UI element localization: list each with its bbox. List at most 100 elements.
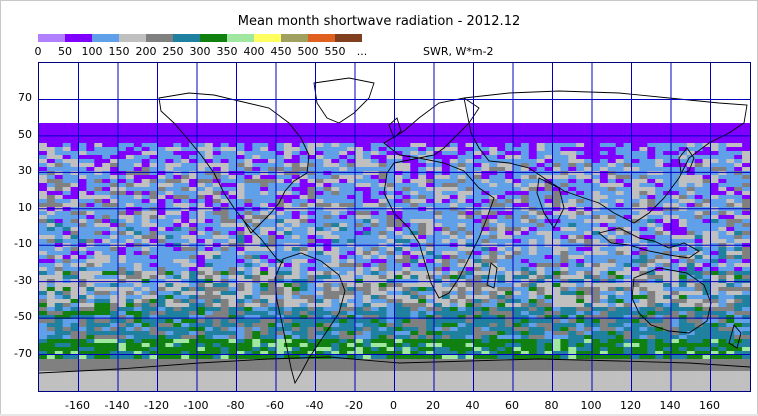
radiation-cell bbox=[252, 223, 261, 228]
radiation-cell bbox=[228, 179, 237, 184]
radiation-cell bbox=[244, 335, 253, 340]
radiation-cell bbox=[742, 235, 750, 240]
radiation-cell bbox=[54, 163, 63, 168]
radiation-cell bbox=[220, 247, 229, 252]
radiation-cell bbox=[94, 255, 103, 260]
radiation-cell bbox=[260, 139, 269, 144]
radiation-cell bbox=[710, 255, 719, 260]
radiation-cell bbox=[663, 299, 672, 304]
radiation-cell bbox=[718, 335, 727, 340]
radiation-cell bbox=[473, 223, 482, 228]
radiation-cell bbox=[639, 235, 648, 240]
radiation-cell bbox=[339, 123, 348, 128]
radiation-cell bbox=[86, 171, 95, 176]
radiation-cell bbox=[141, 299, 150, 304]
radiation-cell bbox=[236, 219, 245, 224]
scale-tick-label: 100 bbox=[81, 45, 103, 58]
radiation-cell bbox=[362, 291, 372, 296]
radiation-cell bbox=[220, 231, 229, 236]
radiation-cell bbox=[323, 283, 332, 288]
radiation-cell bbox=[141, 171, 150, 176]
radiation-cell bbox=[94, 199, 103, 204]
radiation-cell bbox=[544, 135, 553, 140]
radiation-cell bbox=[228, 299, 237, 304]
radiation-cell bbox=[70, 187, 79, 192]
radiation-cell bbox=[623, 131, 632, 136]
radiation-cell bbox=[410, 131, 419, 136]
radiation-cell bbox=[149, 323, 158, 328]
radiation-cell bbox=[339, 271, 348, 276]
radiation-cell bbox=[497, 191, 506, 196]
radiation-cell bbox=[149, 267, 158, 272]
radiation-cell bbox=[299, 139, 308, 144]
radiation-cell bbox=[355, 227, 364, 232]
radiation-cell bbox=[671, 163, 680, 168]
radiation-cell bbox=[149, 299, 158, 304]
radiation-cell bbox=[592, 167, 601, 172]
radiation-cell bbox=[465, 339, 474, 344]
radiation-cell bbox=[528, 187, 537, 192]
radiation-cell bbox=[70, 211, 79, 216]
radiation-cell bbox=[552, 307, 561, 312]
radiation-cell bbox=[584, 331, 593, 336]
radiation-cell bbox=[560, 303, 569, 308]
radiation-cell bbox=[78, 251, 87, 256]
radiation-cell bbox=[513, 139, 522, 144]
radiation-cell bbox=[252, 175, 261, 180]
radiation-cell bbox=[568, 155, 577, 160]
radiation-cell bbox=[252, 127, 261, 132]
radiation-cell bbox=[133, 191, 142, 196]
radiation-cell bbox=[584, 323, 593, 328]
radiation-cell bbox=[434, 219, 443, 224]
radiation-cell bbox=[260, 183, 269, 188]
radiation-cell bbox=[426, 327, 435, 332]
radiation-cell bbox=[78, 167, 87, 172]
radiation-cell bbox=[149, 255, 158, 260]
radiation-cell bbox=[552, 239, 561, 244]
radiation-cell bbox=[212, 191, 221, 196]
radiation-cell bbox=[62, 251, 71, 256]
radiation-cell bbox=[86, 303, 95, 308]
radiation-cell bbox=[204, 287, 214, 292]
radiation-cell bbox=[568, 215, 577, 220]
radiation-cell bbox=[710, 279, 719, 284]
radiation-cell bbox=[465, 147, 474, 152]
radiation-cell bbox=[315, 295, 324, 300]
radiation-cell bbox=[726, 159, 735, 164]
radiation-cell bbox=[481, 147, 490, 152]
radiation-cell bbox=[220, 311, 229, 316]
radiation-cell bbox=[615, 171, 624, 176]
radiation-cell bbox=[394, 195, 403, 200]
radiation-cell bbox=[718, 291, 727, 296]
radiation-cell bbox=[505, 167, 514, 172]
radiation-cell bbox=[62, 259, 71, 264]
radiation-cell bbox=[481, 247, 490, 252]
radiation-cell bbox=[212, 327, 221, 332]
radiation-cell bbox=[410, 335, 419, 340]
radiation-cell bbox=[520, 147, 530, 152]
radiation-cell bbox=[560, 319, 569, 324]
radiation-cell bbox=[78, 291, 87, 296]
radiation-cell bbox=[228, 227, 237, 232]
radiation-cell bbox=[141, 179, 150, 184]
radiation-cell bbox=[268, 295, 277, 300]
radiation-cell bbox=[323, 127, 332, 132]
radiation-cell bbox=[260, 191, 269, 196]
radiation-cell bbox=[244, 195, 253, 200]
radiation-cell bbox=[70, 279, 79, 284]
radiation-cell bbox=[434, 183, 443, 188]
radiation-cell bbox=[434, 227, 443, 232]
radiation-cell bbox=[189, 211, 198, 216]
radiation-cell bbox=[54, 319, 63, 324]
radiation-cell bbox=[694, 251, 703, 256]
radiation-cell bbox=[560, 155, 569, 160]
radiation-cell bbox=[94, 135, 103, 140]
radiation-cell bbox=[94, 295, 103, 300]
radiation-cell bbox=[283, 155, 293, 160]
radiation-cell bbox=[694, 163, 703, 168]
radiation-cell bbox=[742, 303, 750, 308]
radiation-cell bbox=[94, 311, 103, 316]
radiation-cell bbox=[78, 191, 87, 196]
radiation-cell bbox=[449, 183, 458, 188]
radiation-cell bbox=[39, 315, 48, 320]
